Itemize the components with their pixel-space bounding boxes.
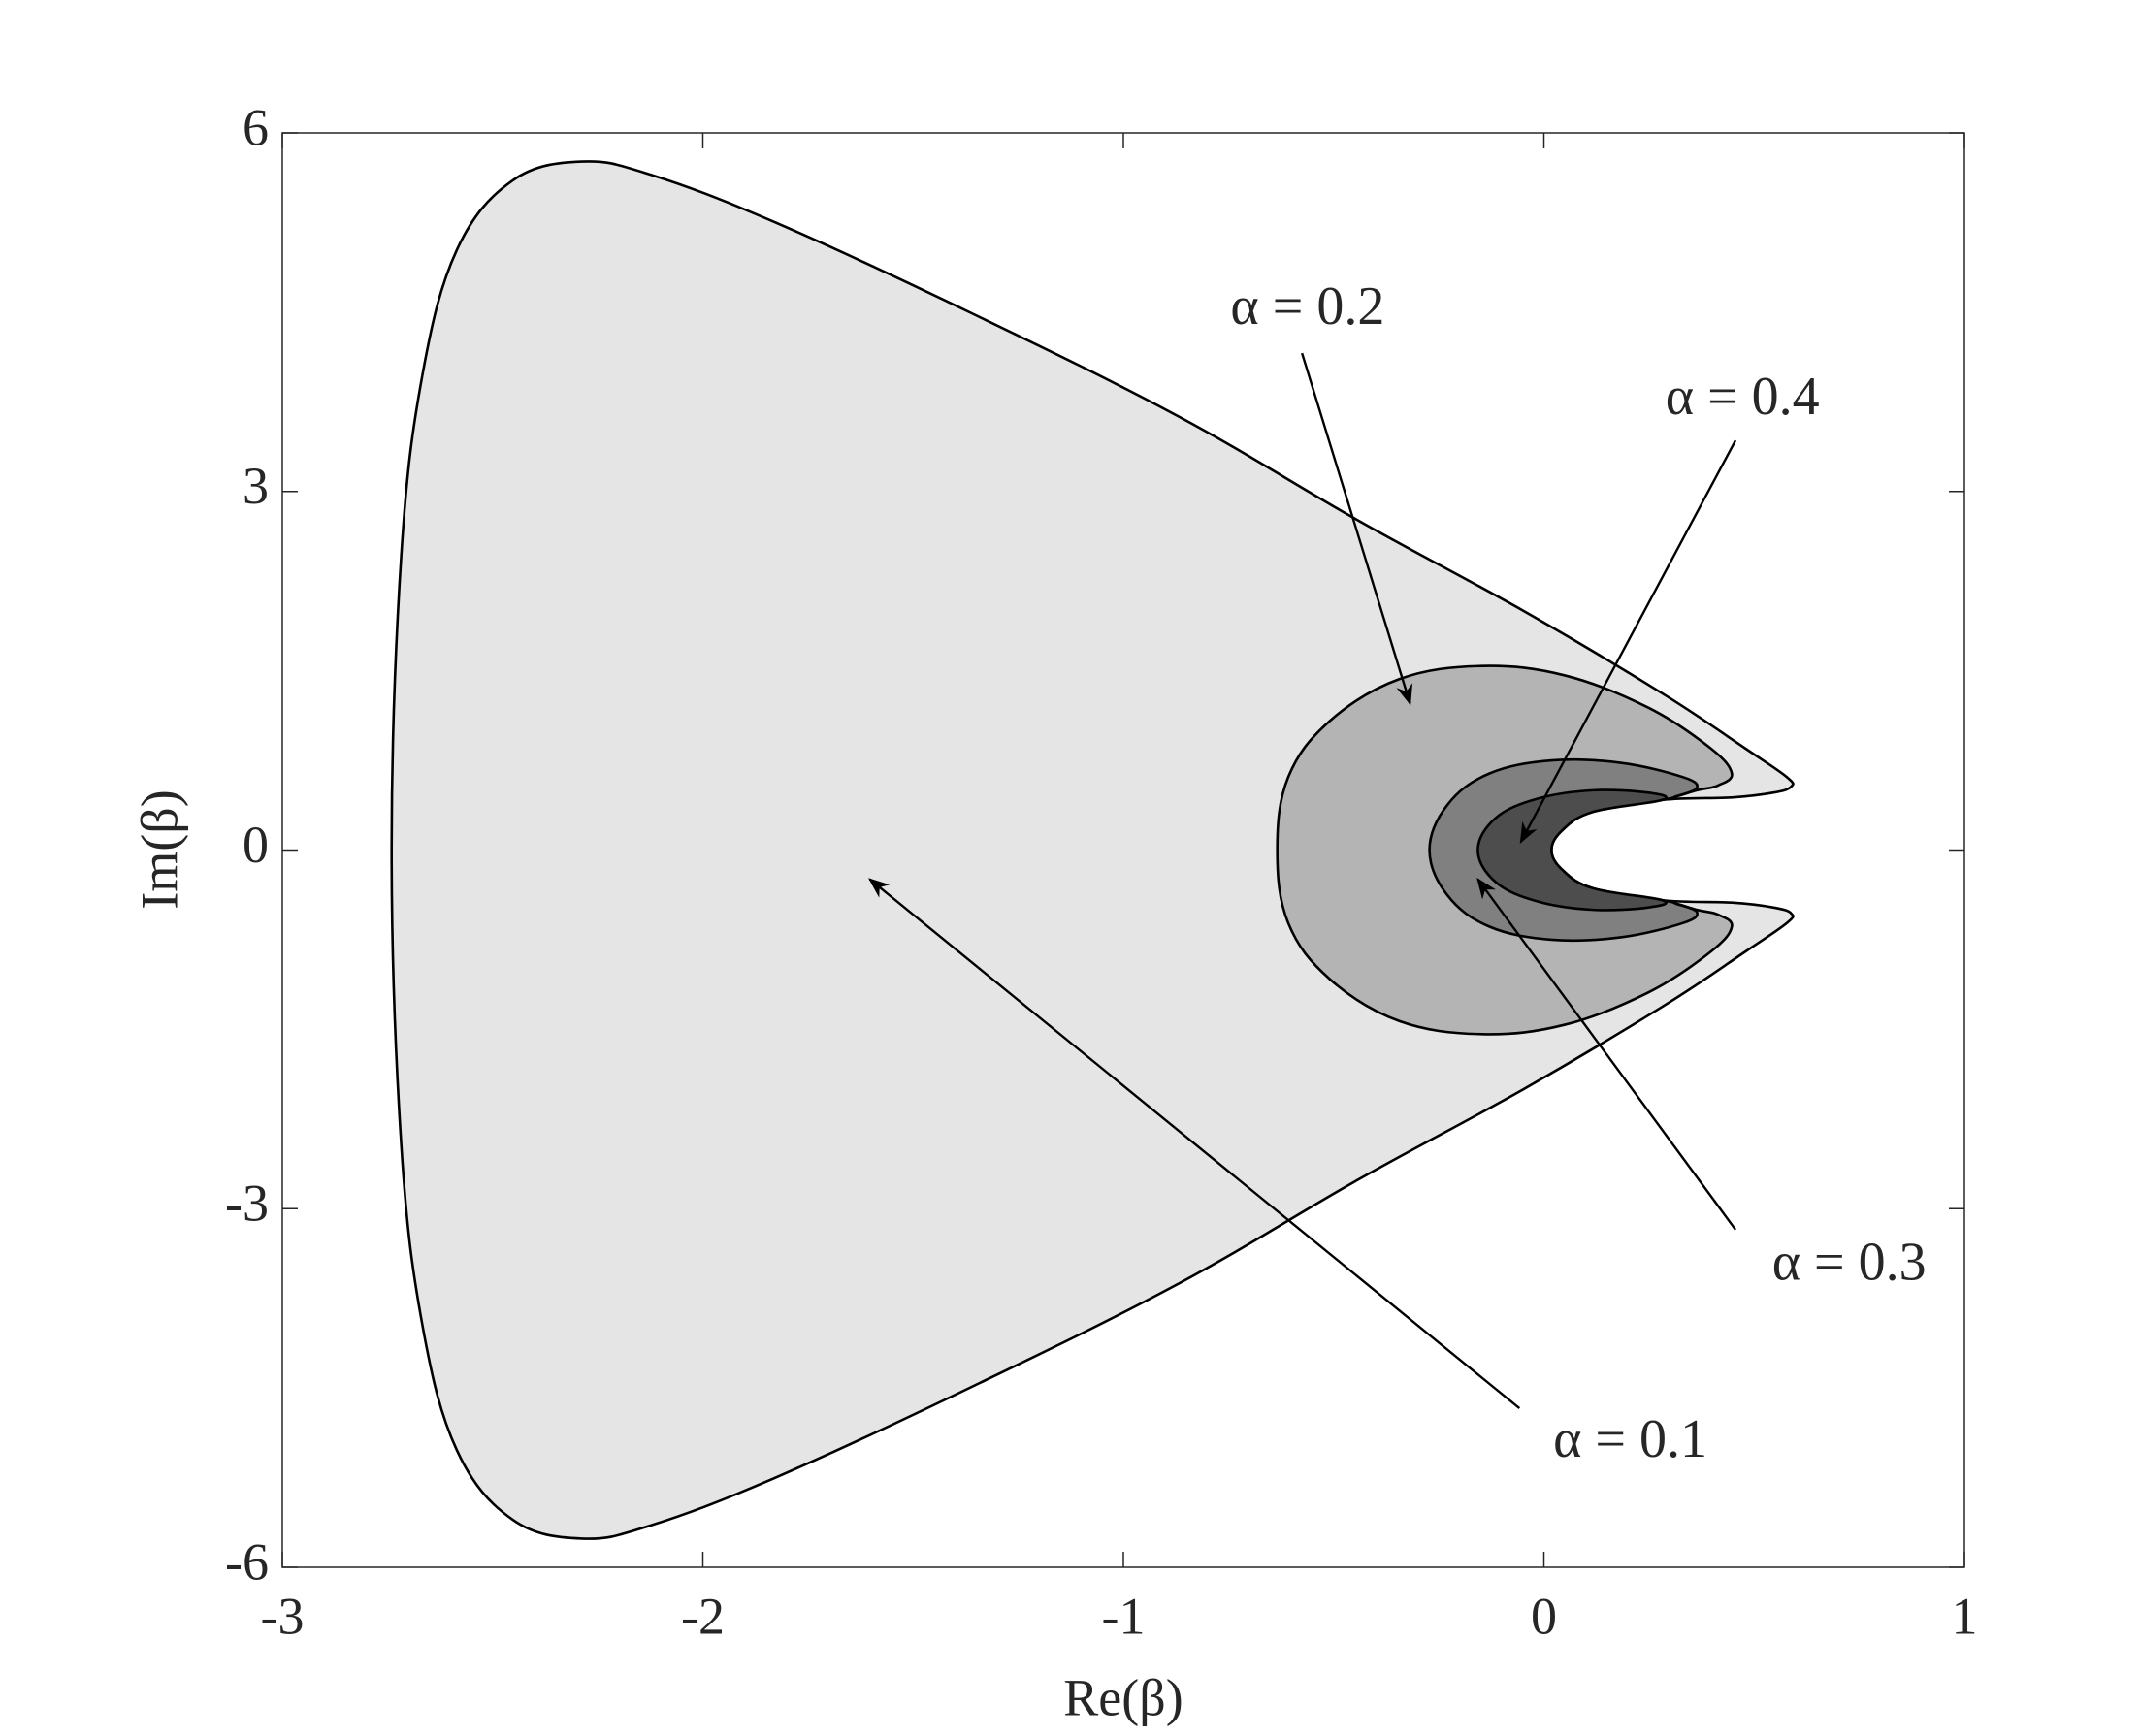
y-tick-label: 6 — [243, 98, 269, 156]
x-tick-label: 0 — [1531, 1587, 1557, 1645]
annotation-label: α = 0.2 — [1230, 276, 1384, 337]
y-axis-label: Im(β) — [130, 789, 188, 909]
annotation-arrow — [868, 878, 1521, 1410]
y-tick-label: -3 — [225, 1174, 269, 1233]
y-tick-label: 3 — [243, 457, 269, 515]
x-tick-label: -2 — [681, 1587, 725, 1645]
x-tick-label: -3 — [261, 1587, 305, 1645]
annotation-arrow — [1519, 439, 1737, 845]
region — [1476, 788, 1668, 912]
annotation-label: α = 0.4 — [1666, 367, 1820, 427]
annotation-label: α = 0.1 — [1553, 1409, 1707, 1469]
annotation-arrow — [1301, 352, 1413, 706]
annotation-arrow — [1476, 877, 1737, 1231]
regions — [390, 160, 1795, 1540]
annotation-label: α = 0.3 — [1772, 1232, 1927, 1292]
x-axis-label: Re(β) — [1063, 1668, 1183, 1726]
x-tick-label: -1 — [1102, 1587, 1146, 1645]
y-tick-label: -6 — [225, 1532, 269, 1591]
y-tick-label: 0 — [243, 816, 269, 874]
x-tick-label: 1 — [1952, 1587, 1978, 1645]
